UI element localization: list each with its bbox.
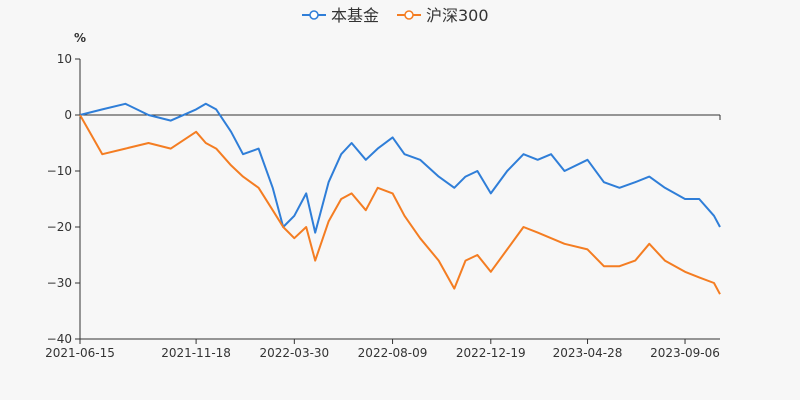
y-tick-label: 0	[64, 108, 72, 122]
x-tick-label: 2023-09-06	[650, 346, 720, 360]
legend-marker-fund	[309, 10, 319, 20]
legend-label-fund: 本基金	[331, 6, 379, 25]
legend-item-csi300[interactable]: 沪深300	[397, 6, 489, 25]
x-tick-label: 2022-03-30	[259, 346, 329, 360]
x-tick-label: 2021-06-15	[45, 346, 115, 360]
y-tick-label: −40	[47, 332, 72, 346]
series-layer	[79, 102, 721, 295]
y-tick-label: −20	[47, 220, 72, 234]
series-line-1	[79, 114, 721, 295]
legend-label-csi300: 沪深300	[426, 6, 489, 25]
y-tick-label: −30	[47, 276, 72, 290]
y-tick-label: 10	[57, 52, 72, 66]
x-tick-label: 2022-12-19	[456, 346, 526, 360]
legend[interactable]: 本基金 沪深300	[302, 6, 489, 25]
legend-marker-csi300	[404, 10, 414, 20]
x-tick-label: 2022-08-09	[358, 346, 428, 360]
x-tick-label: 2021-11-18	[161, 346, 231, 360]
y-tick-label: −10	[47, 164, 72, 178]
x-tick-label: 2023-04-28	[553, 346, 623, 360]
legend-item-fund[interactable]: 本基金	[302, 6, 379, 25]
y-axis-unit-label: %	[74, 31, 86, 45]
series-line-0	[79, 102, 721, 234]
